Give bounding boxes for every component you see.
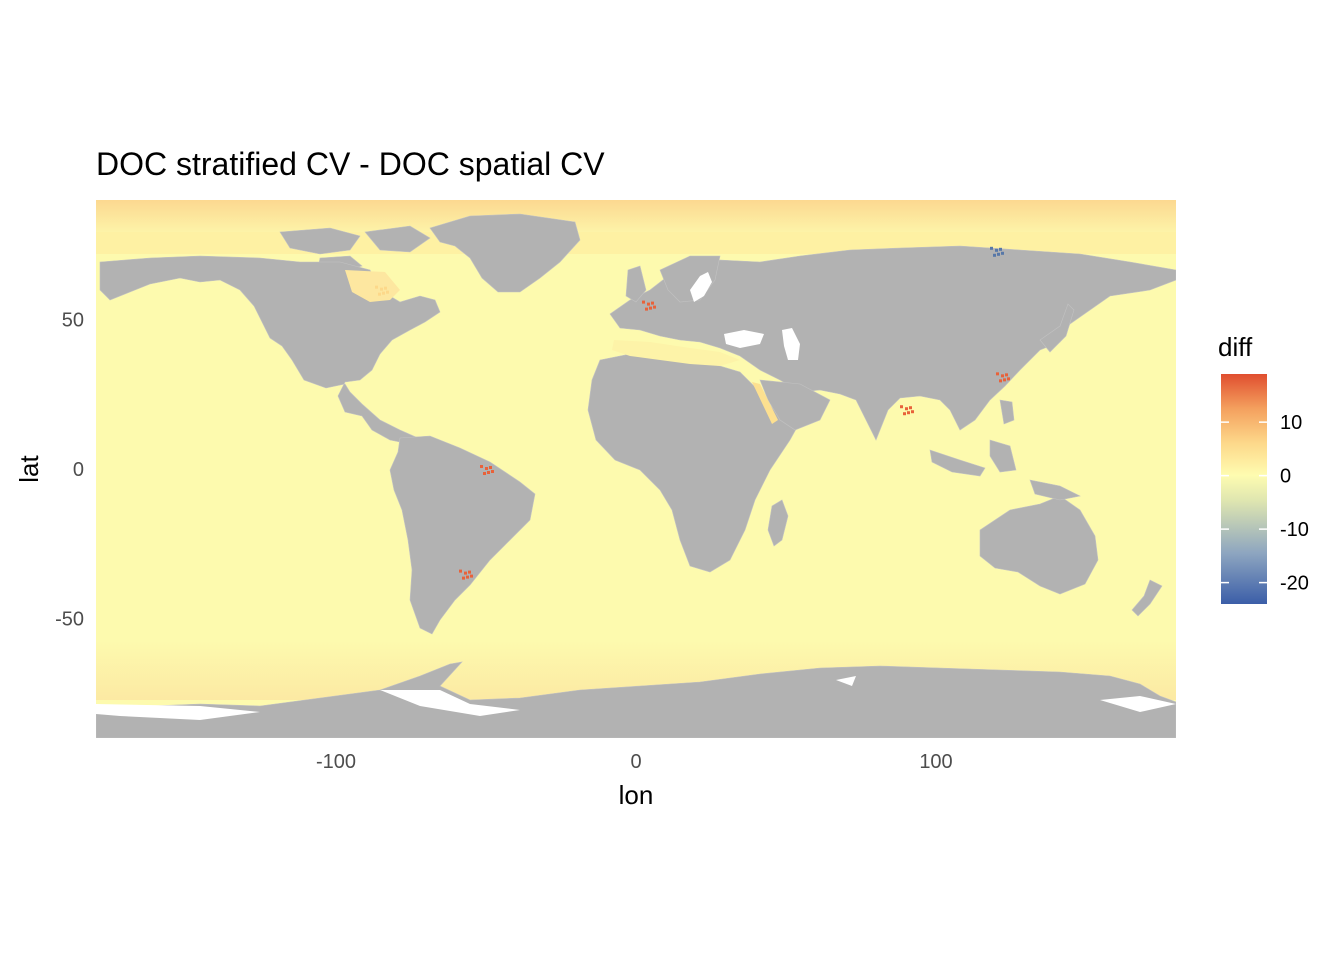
red-sea	[752, 382, 778, 424]
legend-ticks: 10 0 -10 -20	[1221, 412, 1309, 595]
anomaly-cell	[653, 305, 656, 309]
anomaly-cell	[911, 410, 914, 414]
y-tick-label: -50	[55, 608, 84, 630]
inland-water	[96, 272, 1176, 720]
anomaly-cell	[483, 472, 486, 475]
y-tick-label: 0	[73, 459, 84, 481]
anomaly-cell	[647, 302, 650, 306]
anomaly-cell	[900, 405, 903, 409]
antarctica	[96, 661, 1176, 738]
y-axis-title: lat	[14, 454, 44, 482]
antarctic-ice-shelf	[96, 676, 1176, 720]
legend-colorbar	[1221, 374, 1267, 604]
anomaly-cell	[999, 247, 1002, 251]
japan	[1039, 303, 1075, 353]
anomaly-cell	[651, 301, 654, 305]
north-america	[99, 255, 441, 445]
anomaly-cell	[1001, 374, 1004, 378]
plot-title: DOC stratified CV - DOC spatial CV	[96, 146, 605, 182]
x-tick-label: -100	[316, 751, 356, 773]
anomaly-cell	[993, 253, 996, 257]
anomaly-cell	[990, 246, 993, 250]
anomaly-cell	[995, 248, 998, 252]
anomaly-cell	[1003, 378, 1006, 382]
anomaly-cell	[468, 570, 471, 574]
anomaly-cell	[382, 291, 385, 295]
land-masses	[96, 213, 1176, 738]
south-america	[389, 435, 536, 635]
mediterranean	[612, 340, 740, 366]
hudson-bay	[345, 270, 400, 302]
anomaly-cell	[905, 407, 908, 411]
eurasia	[609, 245, 1176, 441]
legend-tick-label: 10	[1280, 412, 1302, 434]
anomaly-cell	[1001, 251, 1004, 255]
x-axis-title: lon	[619, 780, 654, 810]
y-tick-label: 50	[62, 310, 84, 332]
greenland	[429, 213, 581, 293]
caspian-sea	[782, 328, 800, 360]
anomaly-cell	[996, 372, 999, 376]
anomaly-cell	[489, 466, 492, 469]
anomaly-cell	[999, 379, 1002, 383]
x-tick-label: 100	[919, 751, 952, 773]
anomaly-cell	[386, 290, 389, 294]
anomaly-cell	[480, 465, 483, 468]
anomaly-cells	[375, 246, 1010, 580]
british-isles	[625, 265, 647, 303]
legend-title: diff	[1218, 332, 1253, 362]
legend-tick-label: -20	[1280, 573, 1309, 595]
anomaly-cell	[491, 470, 494, 473]
anomaly-cell	[462, 576, 465, 580]
anomaly-cell	[909, 406, 912, 410]
new-zealand	[1131, 579, 1163, 617]
anomaly-cell	[997, 252, 1000, 256]
arctic-band	[96, 200, 1176, 232]
anomaly-cell	[384, 286, 387, 290]
anomaly-cell	[1005, 373, 1008, 377]
color-legend: diff 10 0 -10 -20	[1218, 332, 1309, 604]
anomaly-cell	[375, 285, 378, 289]
baltic-sea	[690, 272, 712, 302]
anomaly-cell	[487, 471, 490, 474]
anomaly-cell	[380, 287, 383, 291]
se-asia-islands	[929, 399, 1081, 501]
anomaly-cell	[645, 307, 648, 311]
anomaly-cell	[464, 571, 467, 575]
x-tick-label: 0	[630, 751, 641, 773]
anomaly-cell	[466, 575, 469, 579]
arabia	[759, 379, 831, 431]
anomaly-cell	[459, 569, 462, 573]
madagascar	[767, 499, 789, 547]
anomaly-cell	[1007, 377, 1010, 381]
x-axis-ticks: -100 0 100	[316, 751, 953, 773]
anomaly-cell	[470, 574, 473, 578]
black-sea	[724, 330, 764, 348]
legend-tick-label: -10	[1280, 519, 1309, 541]
y-axis-ticks: 50 0 -50	[55, 310, 84, 631]
anomaly-cell	[378, 292, 381, 296]
anomaly-cell	[649, 306, 652, 310]
anomaly-cell	[903, 412, 906, 416]
legend-tick-label: 0	[1280, 466, 1291, 488]
anomaly-cell	[485, 467, 488, 470]
anomaly-cell	[907, 411, 910, 415]
australia	[979, 495, 1099, 595]
anomaly-cell	[642, 300, 645, 304]
